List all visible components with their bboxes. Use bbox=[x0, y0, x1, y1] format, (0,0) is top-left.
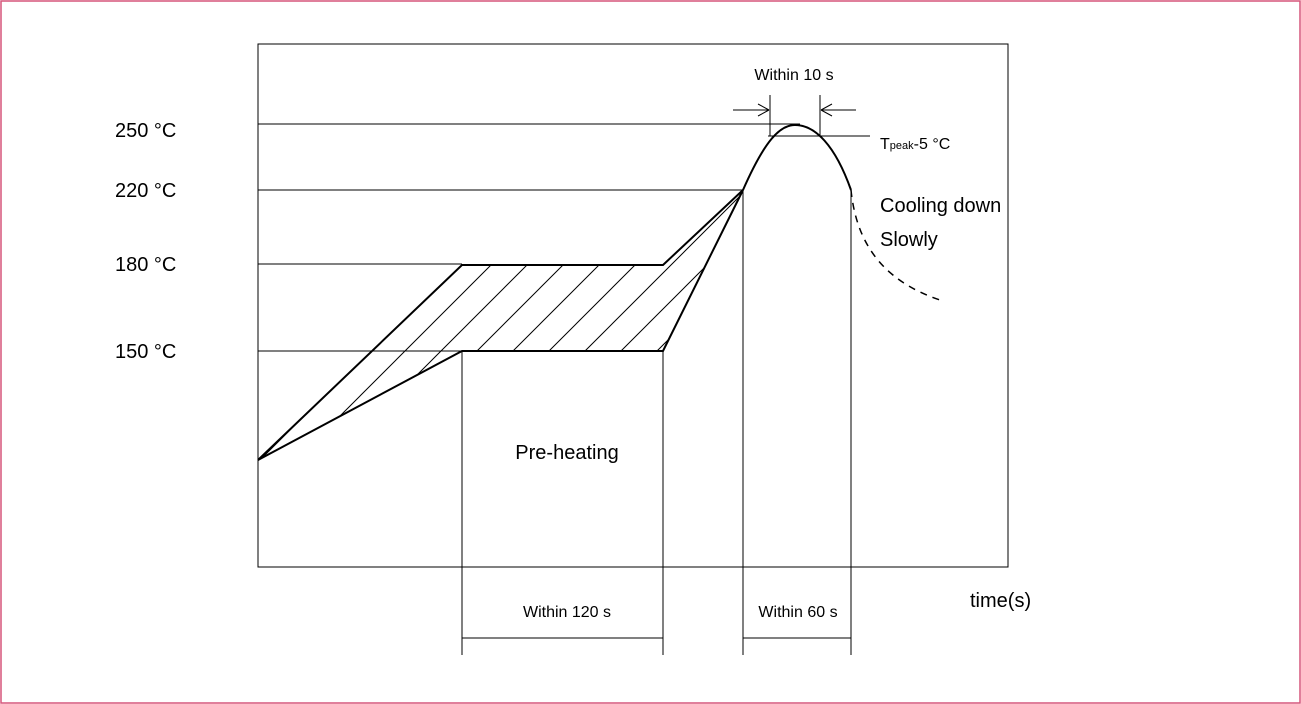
cooling-label: Slowly bbox=[880, 229, 938, 251]
preheat-band bbox=[258, 190, 743, 460]
cooling-label: Cooling down bbox=[880, 195, 1001, 217]
y-label: 150 °C bbox=[115, 341, 176, 363]
peak-tolerance: Tpeak-5 °C bbox=[880, 136, 950, 153]
subscript: peak bbox=[890, 140, 914, 152]
suffix: -5 °C bbox=[914, 136, 951, 153]
symbol: T bbox=[880, 136, 890, 153]
preheat-label: Pre-heating bbox=[515, 442, 618, 464]
reflow-window: Within 60 s bbox=[758, 604, 837, 621]
y-label: 180 °C bbox=[115, 254, 176, 276]
cooling-curve bbox=[850, 189, 941, 301]
x-axis-label: time(s) bbox=[970, 590, 1031, 612]
y-label: 250 °C bbox=[115, 120, 176, 142]
lower-profile bbox=[257, 189, 744, 461]
peak-window: Within 10 s bbox=[754, 67, 833, 84]
upper-profile bbox=[257, 189, 744, 461]
arrows bbox=[733, 103, 856, 117]
peak-curve bbox=[742, 123, 852, 191]
plot-box bbox=[257, 43, 1009, 568]
y-label: 220 °C bbox=[115, 180, 176, 202]
preheat-window: Within 120 s bbox=[523, 604, 611, 621]
reference-lines bbox=[258, 95, 870, 655]
